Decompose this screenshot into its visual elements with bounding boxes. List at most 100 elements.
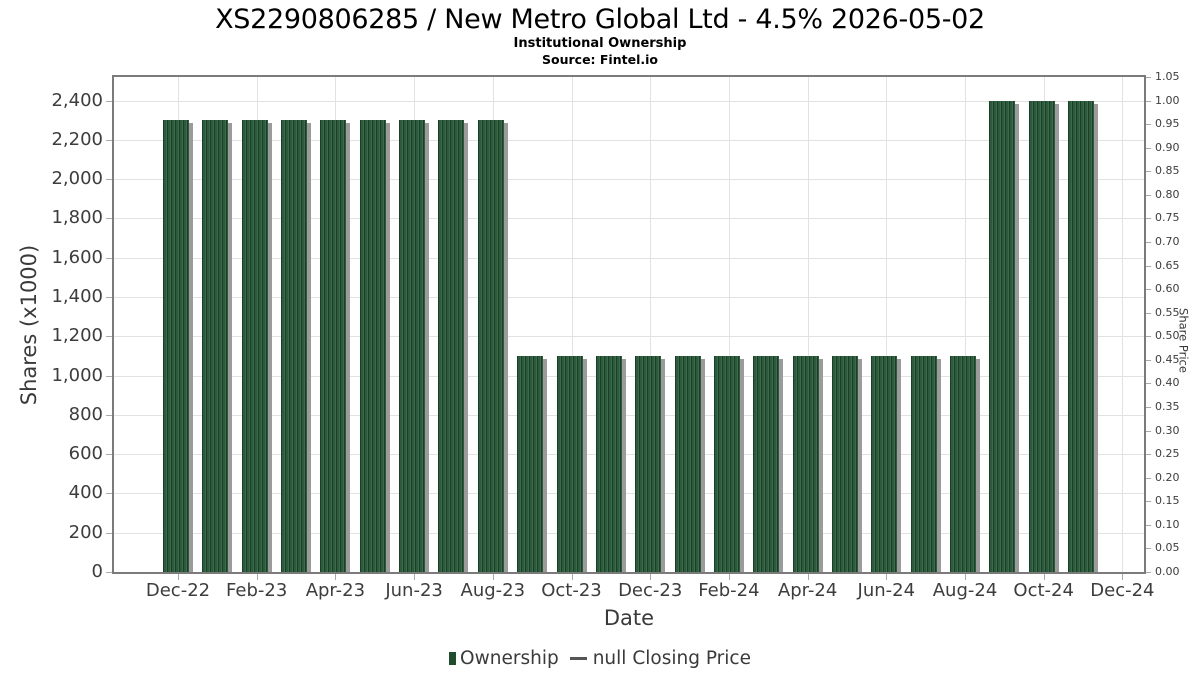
- chart-source: Source: Fintel.io: [542, 52, 658, 67]
- right-axis-tick-label: 0.65: [1155, 258, 1180, 272]
- ownership-bar-Aug-23: [477, 120, 504, 572]
- right-axis-tick-mark: [1146, 359, 1151, 361]
- right-axis-tick-label: 0.85: [1155, 164, 1180, 178]
- right-axis-tick-label: 0.95: [1155, 117, 1180, 131]
- left-axis-tick-mark: [106, 532, 112, 534]
- right-axis-tick-mark: [1146, 336, 1151, 338]
- gridline-horizontal: [114, 218, 1144, 220]
- gridline-horizontal: [114, 336, 1144, 338]
- x-axis-title: Date: [603, 606, 655, 630]
- x-axis-tick-mark: [1043, 574, 1045, 580]
- right-axis-tick-mark: [1146, 501, 1151, 503]
- ownership-bar-Sep-23: [517, 355, 544, 572]
- right-axis-tick-mark: [1146, 383, 1151, 385]
- x-axis-tick-mark: [571, 574, 573, 580]
- right-axis-tick-mark: [1146, 265, 1151, 267]
- closing-price-line-icon: [569, 656, 587, 660]
- right-axis-tick-mark: [1146, 100, 1151, 102]
- left-axis-tick-label: 1,800: [51, 207, 103, 229]
- gridline-vertical: [807, 77, 809, 572]
- gridline-horizontal: [114, 139, 1144, 141]
- ownership-bar-Oct-23: [556, 355, 583, 572]
- x-axis-tick-mark: [256, 574, 258, 580]
- right-axis-tick-mark: [1146, 77, 1151, 78]
- right-axis-tick-mark: [1146, 454, 1151, 456]
- right-axis-tick-mark: [1146, 171, 1151, 173]
- gridline-vertical: [1122, 77, 1124, 572]
- right-axis-tick-mark: [1146, 407, 1151, 408]
- left-axis-tick-mark: [106, 297, 112, 298]
- right-axis-tick-label: 0.70: [1155, 235, 1180, 248]
- x-axis-tick-label: Dec-22: [145, 580, 211, 601]
- right-axis-tick-mark: [1146, 124, 1151, 126]
- ownership-bar-Aug-24: [950, 355, 976, 572]
- left-axis-tick-mark: [106, 375, 112, 377]
- gridline-horizontal: [114, 179, 1144, 181]
- x-axis-tick-label: Oct-23: [541, 580, 602, 601]
- right-axis-tick-label: 0.10: [1155, 517, 1180, 531]
- x-axis-tick-mark: [335, 574, 337, 580]
- ownership-bar-Feb-24: [713, 355, 740, 572]
- x-axis-tick-label: Dec-24: [1090, 580, 1155, 601]
- left-axis-tick-label: 400: [68, 482, 103, 504]
- x-axis-tick-label: Apr-23: [305, 580, 366, 601]
- ownership-bar-Dec-22: [163, 120, 189, 572]
- ownership-bar-Jan-24: [674, 355, 701, 572]
- x-axis-tick-label: Jun-23: [385, 580, 443, 601]
- right-axis-tick-label: 0.30: [1155, 423, 1180, 437]
- left-axis-tick-mark: [106, 336, 112, 338]
- gridline-vertical: [571, 77, 573, 572]
- left-axis-tick-mark: [106, 454, 112, 456]
- left-axis-tick-mark: [106, 139, 112, 141]
- right-axis-tick-mark: [1146, 147, 1151, 149]
- left-axis-tick-label: 2,400: [51, 89, 103, 111]
- ownership-bar-Dec-23: [635, 355, 662, 572]
- left-axis-tick-label: 0: [91, 561, 103, 582]
- ownership-bar-Mar-23: [281, 120, 308, 572]
- gridline-horizontal: [114, 257, 1144, 259]
- right-axis-tick-label: 0.00: [1155, 565, 1180, 578]
- right-axis-tick-label: 0.80: [1155, 187, 1180, 201]
- left-axis-tick-label: 800: [68, 403, 103, 425]
- gridline-vertical: [650, 77, 652, 572]
- right-axis-tick-mark: [1146, 524, 1151, 526]
- gridline-horizontal: [114, 297, 1144, 298]
- left-axis-tick-label: 1,600: [51, 246, 103, 268]
- right-axis-tick-label: 0.40: [1155, 376, 1180, 390]
- ownership-bar-Sep-24: [989, 100, 1016, 572]
- ownership-bar-Jun-23: [399, 120, 426, 572]
- ownership-bar-Apr-23: [320, 120, 347, 572]
- x-axis-tick-mark: [178, 574, 179, 580]
- left-axis-tick-label: 2,200: [51, 128, 103, 150]
- gridline-vertical: [728, 77, 730, 572]
- ownership-bar-Jun-24: [871, 355, 898, 572]
- x-axis-tick-label: Oct-24: [1013, 580, 1074, 601]
- ownership-bar-Jul-24: [910, 355, 937, 572]
- legend-closing-price-label: null Closing Price: [592, 647, 751, 669]
- ownership-bar-Jan-23: [202, 120, 229, 572]
- right-axis-tick-mark: [1146, 218, 1151, 220]
- left-axis-tick-mark: [106, 218, 112, 220]
- right-axis-tick-label: 0.35: [1155, 400, 1180, 413]
- right-axis-tick-label: 1.05: [1155, 70, 1180, 83]
- gridline-horizontal: [114, 454, 1144, 456]
- gridline-horizontal: [114, 532, 1144, 534]
- left-axis-tick-label: 200: [68, 521, 103, 543]
- legend: Ownership null Closing Price: [0, 645, 1200, 671]
- left-axis-tick-label: 1,400: [51, 286, 103, 307]
- x-axis-tick-label: Apr-24: [777, 580, 838, 601]
- x-axis-tick-mark: [807, 574, 809, 580]
- gridline-horizontal: [114, 375, 1144, 377]
- right-axis-tick-mark: [1146, 572, 1151, 573]
- x-axis-tick-label: Dec-23: [618, 580, 683, 601]
- ownership-bar-Nov-24: [1068, 100, 1095, 572]
- left-axis-tick-mark: [106, 493, 112, 495]
- x-axis-tick-mark: [1122, 574, 1124, 580]
- x-axis-tick-label: Jun-24: [857, 580, 916, 601]
- ownership-bar-Nov-23: [595, 355, 622, 572]
- left-axis-tick-mark: [106, 414, 112, 416]
- left-axis-tick-label: 1,000: [51, 364, 103, 386]
- plot-content: [114, 77, 1144, 572]
- ownership-bar-Feb-23: [241, 120, 268, 572]
